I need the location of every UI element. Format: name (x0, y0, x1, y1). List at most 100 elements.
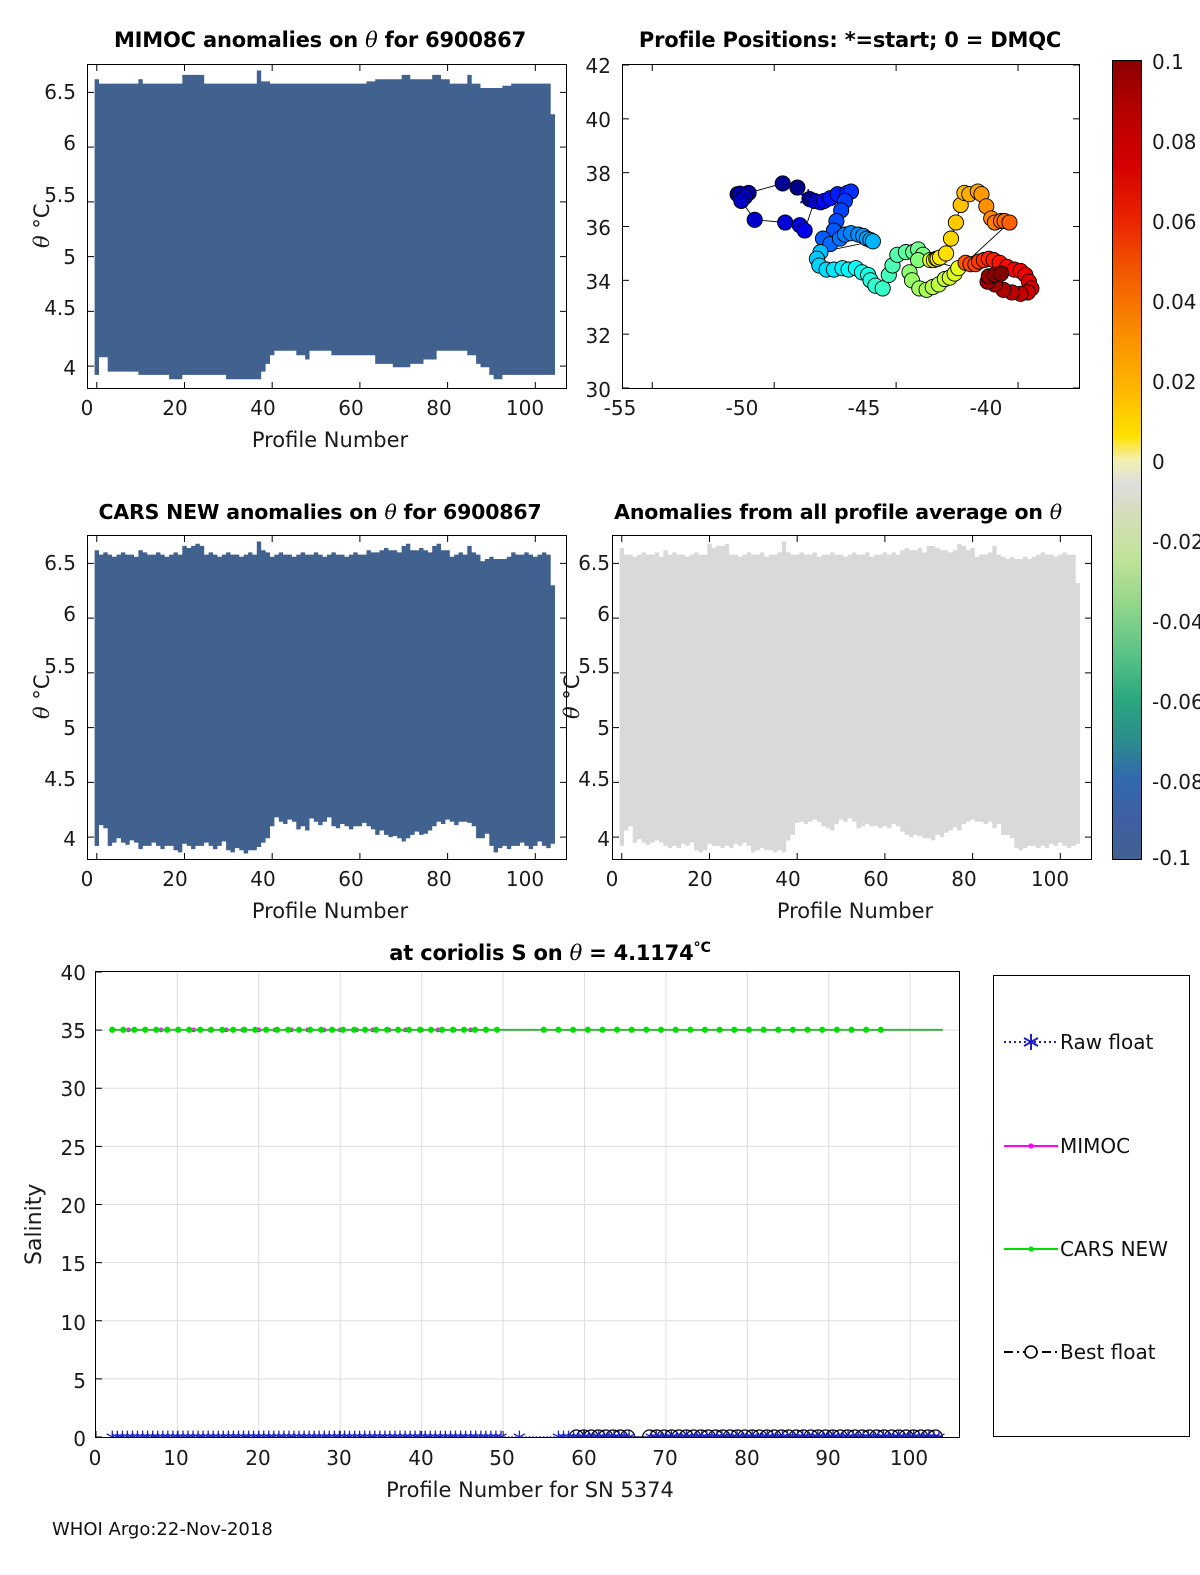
legend-label-raw-float: Raw float (1060, 1030, 1154, 1054)
mimoc-data-region (88, 65, 566, 388)
profile-position-marker (1001, 214, 1018, 231)
cars-xtick-80: 80 (426, 867, 452, 891)
map-ytick-36: 36 (585, 216, 611, 240)
salinity-ylabel: Salinity (22, 1183, 47, 1265)
legend-sample-best-float (1004, 1345, 1058, 1359)
legend-label-best-float: Best float (1060, 1340, 1156, 1364)
mimoc-xtick-20: 20 (162, 396, 188, 420)
anom-xlabel: Profile Number (776, 899, 934, 923)
mimoc-xtick-100: 100 (505, 396, 545, 420)
cars-title: CARS NEW anomalies on θ for 6900867 (98, 500, 542, 524)
sal-xtick-10: 10 (163, 1446, 189, 1470)
anom-ytick-5.5: 5.5 (578, 654, 610, 678)
start-marker-asterisk (799, 189, 817, 208)
sal-xtick-0: 0 (88, 1446, 102, 1470)
cars-ylabel: θ °C (30, 674, 54, 720)
colorbar-tick--0.04: -0.04 (1152, 610, 1200, 634)
cars-ytick-5.5: 5.5 (44, 654, 76, 678)
profile-position-marker (796, 222, 813, 239)
cars-xtick-60: 60 (338, 867, 364, 891)
sal-ytick-40: 40 (60, 961, 86, 985)
map-ytick-42: 42 (585, 54, 611, 78)
profile-position-marker (774, 175, 791, 192)
profile-position-marker (992, 265, 1010, 282)
sal-ytick-10: 10 (60, 1311, 86, 1335)
colorbar-tick-0.02: 0.02 (1152, 370, 1197, 394)
mimoc-ytick-6: 6 (63, 131, 76, 155)
map-tick-marks (623, 65, 1079, 388)
anom-xtick-40: 40 (775, 867, 801, 891)
anomaly-avg-data-region (613, 536, 1091, 859)
map-xtick--40: -40 (969, 396, 1003, 420)
map-ytick-38: 38 (585, 162, 611, 186)
salinity-xlabel: Profile Number for SN 5374 (386, 1478, 674, 1502)
salinity-data-region (96, 972, 959, 1437)
mimoc-ytick-4: 4 (63, 356, 76, 380)
colorbar-tick-0.08: 0.08 (1152, 130, 1197, 154)
colorbar-tick-0: 0 (1152, 450, 1165, 474)
sal-xtick-20: 20 (245, 1446, 271, 1470)
profile-position-marker (942, 230, 960, 247)
cars-data-region (88, 536, 566, 859)
legend-sample-raw-float (1004, 1034, 1058, 1050)
colorbar-tick-0.04: 0.04 (1152, 290, 1197, 314)
cars-ytick-5: 5 (63, 716, 76, 740)
series-cars-new (109, 1026, 943, 1033)
map-title: Profile Positions: *=start; 0 = DMQC (638, 28, 1062, 52)
mimoc-xtick-0: 0 (80, 396, 94, 420)
sal-ytick-15: 15 (60, 1252, 86, 1276)
profile-position-marker (864, 233, 881, 250)
map-xtick--50: -50 (725, 396, 759, 420)
cars-xlabel: Profile Number (251, 899, 409, 923)
anom-xtick-0: 0 (605, 867, 619, 891)
panel-tick-marks (613, 536, 1091, 859)
profile-position-marker (947, 214, 964, 231)
mimoc-ytick-4.5: 4.5 (44, 296, 76, 320)
sal-xtick-60: 60 (571, 1446, 597, 1470)
salinity-gridlines (96, 972, 959, 1437)
profile-position-marker (746, 211, 763, 228)
colorbar-tick--0.08: -0.08 (1152, 770, 1200, 794)
map-data-region (623, 65, 1079, 388)
sal-xtick-100: 100 (889, 1446, 929, 1470)
legend-sample-cars-new (1004, 1246, 1058, 1252)
map-ytick-40: 40 (585, 108, 611, 132)
panel-tick-marks (88, 65, 566, 388)
mimoc-ylabel: θ °C (30, 203, 54, 249)
salinity-title: at coriolis S on θ = 4.1174°C (389, 940, 711, 965)
cars-ytick-6.5: 6.5 (44, 551, 76, 575)
mimoc-title: MIMOC anomalies on θ for 6900867 (113, 28, 526, 52)
cars-xtick-20: 20 (162, 867, 188, 891)
sal-xtick-70: 70 (652, 1446, 678, 1470)
legend-samples (1004, 1034, 1058, 1359)
mimoc-ytick-6.5: 6.5 (44, 80, 76, 104)
salinity-legend: Raw float MIMOC CARS NEW Best float (993, 975, 1190, 1437)
map-axes (622, 64, 1080, 389)
legend-label-cars-new: CARS NEW (1060, 1237, 1168, 1261)
anomaly-avg-axes (612, 535, 1092, 860)
mimoc-xtick-40: 40 (250, 396, 276, 420)
series-best-float (568, 1429, 943, 1437)
sal-ytick-30: 30 (60, 1077, 86, 1101)
cars-xtick-0: 0 (80, 867, 94, 891)
colorbar-tick-0.06: 0.06 (1152, 210, 1197, 234)
anom-ytick-5: 5 (597, 716, 610, 740)
colorbar-gradient (1112, 60, 1142, 860)
mimoc-xtick-60: 60 (338, 396, 364, 420)
anom-ytick-6.5: 6.5 (578, 551, 610, 575)
colorbar-tick--0.02: -0.02 (1152, 530, 1200, 554)
colorbar-tick-0.1: 0.1 (1152, 50, 1184, 74)
profile-position-marker (789, 179, 806, 196)
profile-position-marker (733, 192, 750, 209)
cars-xtick-100: 100 (505, 867, 545, 891)
anomaly-avg-title: Anomalies from all profile average on θ (614, 500, 1062, 524)
legend-label-mimoc: MIMOC (1060, 1134, 1131, 1158)
sal-xtick-50: 50 (489, 1446, 515, 1470)
profile-position-marker (777, 214, 794, 231)
mimoc-ytick-5: 5 (63, 245, 76, 269)
colorbar-tick--0.06: -0.06 (1152, 690, 1200, 714)
map-ytick-32: 32 (585, 324, 611, 348)
mimoc-ytick-5.5: 5.5 (44, 183, 76, 207)
map-ytick-34: 34 (585, 270, 611, 294)
